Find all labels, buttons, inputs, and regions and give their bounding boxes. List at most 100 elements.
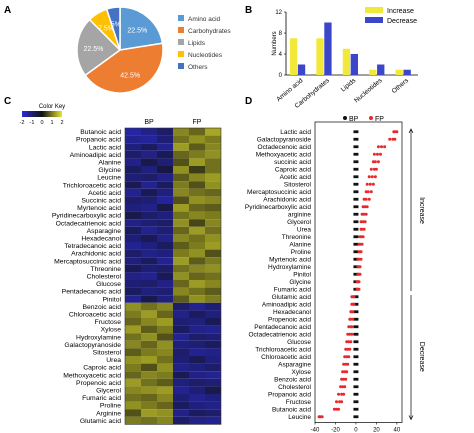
- row-label: Urea: [297, 226, 311, 233]
- heatmap-cell: [125, 128, 141, 136]
- heatmap-cell: [157, 325, 173, 334]
- bp-marker: [353, 152, 359, 156]
- heatmap-cell: [189, 416, 205, 425]
- bar: [369, 69, 377, 75]
- legend-label: Carbohydrates: [188, 28, 231, 35]
- legend-swatch: [178, 63, 184, 69]
- category-label: Nucleotides: [353, 77, 384, 105]
- heatmap-cell: [173, 128, 189, 136]
- heatmap-cell: [157, 409, 173, 417]
- fp-point: [346, 332, 350, 336]
- heatmap-cell: [125, 135, 141, 144]
- legend-label: Increase: [387, 8, 414, 15]
- heatmap-cell: [141, 386, 157, 394]
- bp-marker: [353, 377, 359, 381]
- heatmap-cell: [205, 135, 221, 144]
- fp-point: [364, 197, 368, 201]
- heatmap-cell: [205, 257, 221, 265]
- fp-point: [372, 152, 376, 156]
- legend-swatch: [365, 7, 383, 13]
- heatmap-cell: [141, 333, 157, 341]
- heatmap-cell: [157, 196, 173, 204]
- heatmap-cell: [125, 272, 141, 280]
- heatmap-row-label: Alanine: [98, 160, 121, 167]
- heatmap-cell: [189, 150, 205, 159]
- heatmap-cell: [205, 394, 221, 402]
- heatmap-cell: [173, 158, 189, 166]
- y-axis-title: Numbers: [272, 31, 278, 55]
- fp-point: [348, 317, 352, 321]
- bp-marker: [353, 310, 359, 314]
- heatmap-cell: [189, 211, 205, 220]
- heatmap-cell: [173, 325, 189, 334]
- x-tick-label: 20: [373, 428, 380, 433]
- bp-marker: [353, 370, 359, 374]
- heatmap-row-label: Pinitol: [102, 296, 121, 303]
- heatmap-cell: [173, 188, 189, 197]
- fp-point: [332, 407, 336, 411]
- heatmap-cell: [205, 173, 221, 182]
- bp-marker: [353, 392, 359, 396]
- heatmap-cell: [157, 150, 173, 159]
- heatmap-cell: [157, 356, 173, 364]
- bp-marker: [353, 190, 359, 194]
- bar: [377, 64, 385, 75]
- heatmap-cell: [141, 150, 157, 159]
- heatmap-cell: [141, 310, 157, 318]
- fp-point: [373, 175, 377, 179]
- heatmap-cell: [125, 409, 141, 417]
- heatmap-cell: [189, 264, 205, 273]
- heatmap-cell: [157, 401, 173, 410]
- legend-swatch: [178, 15, 184, 21]
- heatmap-row-label: Myrtenoic acid: [77, 205, 121, 212]
- fp-point: [344, 347, 348, 351]
- heatmap-cell: [189, 401, 205, 410]
- heatmap-cell: [189, 173, 205, 182]
- heatmap-cell: [157, 188, 173, 197]
- pie-legend: Amino acid Carbohydrates Lipids Nucleotides…: [178, 15, 231, 71]
- bp-marker: [353, 227, 359, 231]
- heatmap-cell: [189, 371, 205, 379]
- fp-point: [341, 370, 345, 374]
- heatmap-cell: [125, 401, 141, 410]
- heatmap-cell: [141, 242, 157, 250]
- heatmap-cell: [141, 295, 157, 303]
- heatmap-row-label: Pentadecanoic acid: [62, 289, 122, 296]
- heatmap-cell: [157, 363, 173, 372]
- heatmap-cell: [157, 128, 173, 136]
- heatmap-cell: [125, 226, 141, 235]
- row-label: Aminoadipic acid: [262, 301, 312, 308]
- heatmap-cell: [125, 318, 141, 326]
- heatmap-cell: [189, 310, 205, 318]
- heatmap-cell: [141, 394, 157, 402]
- heatmap-cell: [189, 219, 205, 227]
- heatmap-cell: [173, 204, 189, 212]
- row-label: Glycine: [289, 279, 311, 286]
- bp-marker: [353, 272, 359, 276]
- color-key-tick: -1: [30, 120, 35, 126]
- color-key-bar: [22, 111, 62, 117]
- row-label: Threonine: [282, 234, 312, 241]
- heatmap-cell: [189, 356, 205, 364]
- heatmap-cell: [157, 264, 173, 273]
- fp-point: [361, 235, 365, 239]
- row-label: Propanoic acid: [268, 391, 311, 398]
- bp-marker: [353, 295, 359, 299]
- heatmap-cell: [173, 249, 189, 258]
- bp-marker: [353, 325, 359, 329]
- heatmap-cell: [189, 234, 205, 242]
- heatmap-cell: [125, 181, 141, 189]
- heatmap-cell: [173, 226, 189, 235]
- heatmap-row-label: Tetradecanoic acid: [64, 243, 121, 250]
- legend-marker: [369, 116, 373, 120]
- dot-plot: -40 -20 0 20 40 BP FP Lactic acidGalactopyranos…: [245, 116, 425, 433]
- panel-label-b: B: [245, 5, 252, 16]
- heatmap-cell: [125, 348, 141, 356]
- heatmap-column-group: BP: [144, 119, 154, 126]
- heatmap-cell: [173, 318, 189, 326]
- heatmap-cell: [141, 401, 157, 410]
- fp-point: [338, 400, 342, 404]
- group-label: Increase: [418, 197, 425, 224]
- heatmap-cell: [173, 143, 189, 151]
- heatmap-cell: [173, 257, 189, 265]
